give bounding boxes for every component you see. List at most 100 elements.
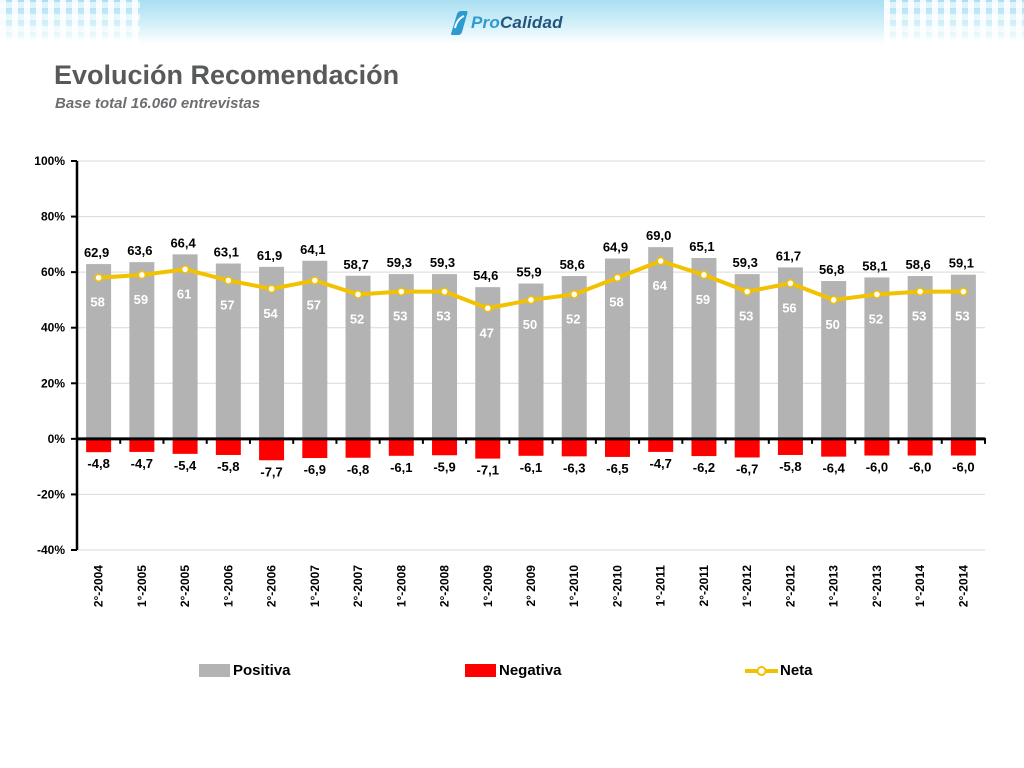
x-category-label: 1°-2010 [567,565,581,607]
data-label-positiva: 64,9 [603,240,628,255]
data-label-positiva: 69,0 [646,228,671,243]
bar-negativa [734,438,760,458]
legend-item-positiva: Positiva [199,662,291,679]
data-label-neta: 53 [393,309,407,324]
neta-point [440,287,449,296]
data-label-negativa: -6,5 [606,461,628,476]
bar-negativa [604,438,630,457]
data-label-neta: 59 [134,292,148,307]
x-category-label: 1°-2012 [740,565,754,607]
data-label-positiva: 56,8 [819,262,844,277]
data-label-neta: 47 [480,325,494,340]
neta-point [786,279,795,288]
neta-point [180,265,190,274]
neta-point [915,287,925,296]
data-label-neta: 57 [220,297,234,312]
data-label-negativa: -6,3 [563,460,585,475]
chart-legend: Positiva Negativa Neta [0,659,1024,683]
banner-pattern-right [884,0,1024,44]
data-label-neta: 50 [523,317,537,332]
bar-positiva [432,274,458,439]
bar-positiva [259,266,285,439]
data-label-neta: 53 [436,309,450,324]
axis-layer: 100% 80% 60% 40% 20% 0% -20% -40% [34,154,986,557]
x-category-label: 1°-2005 [135,565,149,607]
bar-negativa [821,438,847,457]
bar-negativa [345,438,371,458]
x-category-label: 2°-2013 [870,565,884,607]
bar-positiva [648,247,674,439]
bar-negativa [302,438,328,459]
bar-positiva [215,263,241,439]
x-category-label: 2° 2009 [524,565,538,607]
neta-point [397,287,406,296]
legend-label-neta: Neta [780,662,813,679]
bar-positiva [777,267,803,439]
data-label-neta: 50 [825,317,839,332]
x-category-label: 2°-2010 [610,565,624,607]
data-label-negativa: -5,8 [779,459,801,474]
bar-positiva [518,283,544,439]
bar-positiva [864,277,890,439]
neta-point [656,256,665,266]
neta-point [137,270,147,280]
bar-negativa [475,438,501,459]
bar-negativa [950,438,976,456]
x-category-label: 1°-2013 [827,565,841,607]
page-subtitle: Base total 16.060 entrevistas [55,95,261,112]
data-label-negativa: -6,7 [736,461,758,476]
y-tick-label: 20% [41,376,65,390]
neta-point [94,273,103,282]
data-label-neta: 64 [652,278,667,293]
data-label-negativa: -6,1 [390,460,412,475]
logo-text-pro: Pro [471,13,500,32]
data-label-neta: 53 [955,309,969,324]
neta-point [699,270,709,280]
y-tick-label: 100% [34,154,65,168]
legend-label-positiva: Positiva [233,662,291,679]
line-layer [94,256,968,313]
data-label-neta: 59 [696,292,710,307]
x-category-label: 2°-2004 [92,565,106,607]
x-category-label: 1°-2007 [308,565,322,607]
data-label-negativa: -4,7 [650,456,672,471]
bar-negativa [259,438,285,461]
neta-point [483,304,493,313]
data-label-negativa: -6,0 [952,460,974,475]
data-label-positiva: 58,1 [862,258,887,273]
data-label-negativa: -5,8 [217,459,239,474]
header-banner [0,0,1024,44]
y-tick-label: 80% [41,210,65,224]
data-label-positiva: 59,1 [949,256,974,271]
neta-point [353,290,363,299]
data-label-negativa: -6,0 [909,460,931,475]
x-category-label: 2°-2006 [265,565,279,607]
data-label-negativa: -6,0 [866,460,888,475]
bar-negativa [907,438,933,456]
x-category-label: 2°-2008 [438,565,452,607]
data-label-positiva: 65,1 [689,239,714,254]
data-label-positiva: 58,6 [905,257,930,272]
x-category-label: 1°-2006 [221,565,235,607]
x-category-label: 2°-2005 [178,565,192,607]
y-tick-label: 40% [41,321,65,335]
x-category-label: 1°-2011 [654,565,668,607]
x-category-label: 1°-2009 [481,565,495,607]
bar-positiva [821,281,847,439]
x-category-label: 1°-2014 [913,565,927,607]
neta-point [742,287,752,296]
data-label-positiva: 61,9 [257,248,282,263]
data-label-positiva: 58,7 [343,257,368,272]
data-label-neta: 58 [90,295,104,310]
data-label-negativa: -7,7 [260,464,282,479]
bar-negativa [691,438,717,457]
bar-negativa [172,438,198,454]
neta-point [829,295,838,305]
data-label-positiva: 62,9 [84,245,109,260]
data-label-positiva: 59,3 [387,255,412,270]
procalidad-logo-icon [450,11,468,35]
procalidad-logo: ProCalidad [448,8,563,38]
data-label-positiva: 58,6 [560,257,585,272]
legend-swatch-negativa [465,664,496,677]
neta-point [526,295,536,305]
